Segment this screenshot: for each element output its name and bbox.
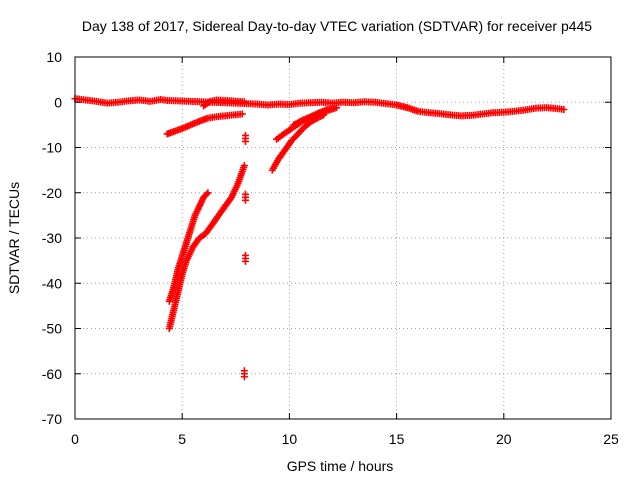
y-axis-label: SDTVAR / TECUs xyxy=(6,182,22,294)
y-tick-label: 10 xyxy=(46,49,62,65)
data-point xyxy=(240,98,248,106)
y-tick-label: -40 xyxy=(42,275,62,291)
data-point xyxy=(560,105,568,113)
series-descent-a xyxy=(165,189,212,305)
data-point xyxy=(241,137,249,145)
series-gap-segment xyxy=(200,96,248,110)
data-point xyxy=(202,190,210,198)
x-tick-label: 15 xyxy=(389,431,405,447)
y-axis-ticks: 10 0 -10 -20 -30 -40 -50 -60 -70 xyxy=(42,49,611,427)
y-tick-label: -50 xyxy=(42,321,62,337)
x-tick-label: 10 xyxy=(282,431,298,447)
data-point xyxy=(241,257,249,265)
y-tick-label: -10 xyxy=(42,140,62,156)
series-isolated-points xyxy=(240,131,249,381)
series-descent-b xyxy=(165,162,248,332)
series-arc-d xyxy=(290,104,341,129)
data-point xyxy=(241,196,249,204)
data-point xyxy=(333,104,341,112)
data-point xyxy=(240,162,248,170)
x-tick-label: 0 xyxy=(71,431,79,447)
x-tick-label: 20 xyxy=(496,431,512,447)
y-tick-label: -70 xyxy=(42,411,62,427)
data-point xyxy=(240,373,248,381)
x-axis-ticks: 0 5 10 15 20 25 xyxy=(71,57,619,447)
series-lower-arc-a xyxy=(163,110,246,138)
y-tick-label: 0 xyxy=(54,94,62,110)
y-tick-label: -20 xyxy=(42,185,62,201)
y-tick-label: -30 xyxy=(42,230,62,246)
data-point xyxy=(204,189,212,197)
y-tick-label: -60 xyxy=(42,366,62,382)
gridlines xyxy=(75,57,611,419)
x-tick-label: 5 xyxy=(178,431,186,447)
chart-title: Day 138 of 2017, Sidereal Day-to-day VTE… xyxy=(82,18,592,34)
data-points xyxy=(71,95,568,381)
x-tick-label: 25 xyxy=(603,431,619,447)
x-axis-label: GPS time / hours xyxy=(287,458,394,474)
data-point xyxy=(238,110,246,118)
